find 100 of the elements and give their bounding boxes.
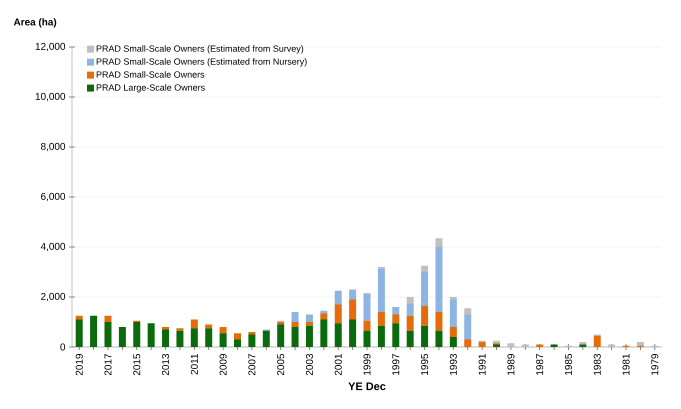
bar (507, 343, 514, 347)
bar (292, 322, 299, 327)
bar (262, 330, 270, 347)
x-tick-label: 1979 (651, 354, 658, 375)
y-tick-label: 10,000 (36, 92, 66, 102)
bar (594, 336, 601, 347)
bar (435, 312, 442, 331)
bar (478, 342, 486, 347)
bar (392, 314, 400, 324)
bar (220, 327, 227, 334)
y-axis-title: Area (ha) (14, 18, 56, 28)
bar (464, 314, 472, 340)
bar (349, 290, 356, 300)
bar (421, 306, 428, 326)
x-tick-label: 1995 (421, 354, 428, 375)
x-tick-label: 1993 (450, 354, 457, 375)
bar (421, 326, 428, 347)
x-tick-label: 2019 (76, 354, 83, 376)
bar (406, 316, 414, 331)
bar (364, 293, 371, 321)
x-tick-label: 2015 (133, 354, 140, 376)
bar (277, 324, 284, 347)
x-tick-label: 1985 (564, 354, 572, 375)
bar (292, 327, 299, 347)
y-tick-label: 4,000 (40, 242, 66, 252)
bar (378, 312, 385, 326)
bar (320, 320, 328, 347)
bar (162, 330, 170, 347)
y-tick-label: 12,000 (36, 42, 66, 52)
x-tick-label: 1999 (363, 354, 371, 375)
x-tick-label: 2011 (190, 354, 198, 374)
bar (406, 297, 414, 304)
bar (349, 300, 356, 320)
bar (378, 268, 385, 312)
bar (334, 323, 342, 347)
bar (364, 330, 371, 347)
bar (364, 320, 371, 331)
y-tick-label: 8,000 (40, 142, 66, 152)
x-tick-label: 2013 (162, 354, 170, 376)
bar (406, 330, 414, 347)
bar (248, 334, 256, 347)
bar (234, 340, 241, 347)
x-tick-label: 2009 (220, 354, 227, 376)
y-tick-label: 0 (60, 343, 66, 351)
bar (220, 333, 227, 347)
x-tick-label: 2005 (277, 354, 284, 376)
bar (378, 326, 385, 347)
bar (392, 307, 400, 314)
bar (76, 320, 83, 347)
legend-label: PRAD Small-Scale Owners (Estimated from Nursery) (96, 58, 307, 67)
x-tick-label: 1991 (478, 354, 486, 375)
bar (306, 322, 313, 326)
x-axis-title: YE Dec (348, 382, 386, 390)
bar (176, 330, 184, 347)
bar (306, 326, 313, 347)
bar (320, 310, 328, 314)
bar (435, 238, 442, 247)
x-tick-label: 2003 (306, 354, 313, 376)
y-tick-label: 2,000 (41, 292, 66, 302)
bar (464, 308, 472, 314)
bar (133, 322, 140, 347)
bar (148, 323, 155, 347)
bar (104, 316, 112, 322)
bar (190, 320, 198, 328)
bar (421, 272, 428, 306)
bar (306, 314, 313, 322)
bar (493, 340, 500, 344)
legend-label: PRAD Small-Scale Owners (Estimated from Survey) (96, 45, 304, 54)
bar (292, 312, 299, 322)
bar (334, 304, 342, 324)
bar (392, 323, 400, 347)
x-tick-label: 1981 (622, 354, 630, 375)
x-tick-label: 2001 (334, 354, 342, 376)
bar (450, 327, 457, 337)
bar (90, 316, 98, 347)
x-tick-label: 1987 (536, 354, 544, 375)
bar (205, 324, 212, 328)
bar (349, 320, 356, 347)
bar (421, 266, 428, 272)
x-tick-label: 1989 (507, 354, 514, 375)
bar (464, 340, 472, 347)
bar (118, 327, 126, 347)
x-tick-label: 1983 (594, 354, 601, 375)
x-tick-label: 2007 (248, 354, 256, 376)
bar (334, 290, 342, 304)
bar (190, 328, 198, 347)
bar (76, 316, 83, 320)
bar (406, 303, 414, 316)
bar (435, 247, 442, 312)
x-tick-label: 2017 (104, 354, 112, 376)
bar (176, 328, 184, 331)
bar (450, 300, 457, 327)
bar (320, 313, 328, 320)
legend-label: PRAD Small-Scale Owners (96, 71, 204, 78)
bar (104, 322, 112, 347)
x-tick-label: 1997 (392, 354, 400, 375)
bar (234, 333, 241, 340)
bar (205, 328, 212, 347)
legend-label: PRAD Large-Scale Owners (96, 84, 205, 92)
y-tick-label: 6,000 (41, 192, 66, 202)
